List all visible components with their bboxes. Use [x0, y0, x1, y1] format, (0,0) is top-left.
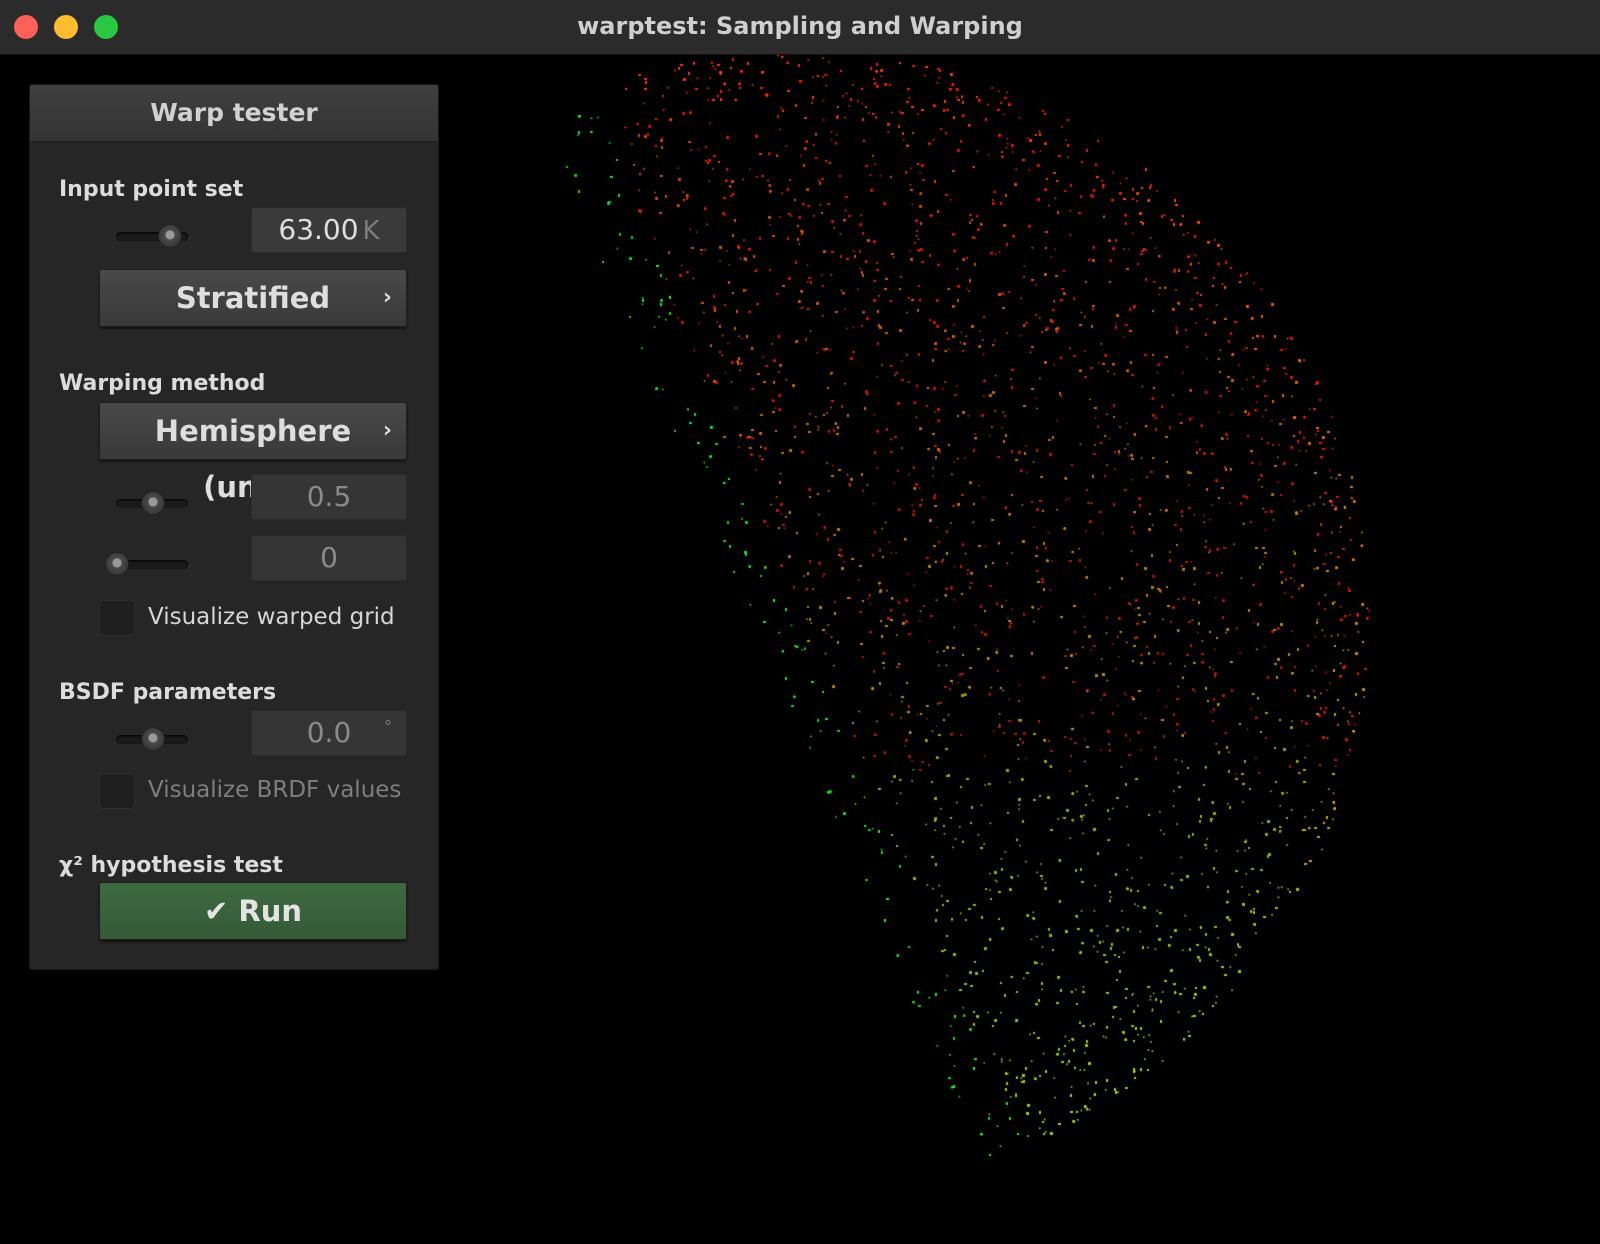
bsdf-angle-value: 0.0	[306, 716, 352, 749]
panel-title[interactable]: Warp tester	[30, 85, 438, 142]
slider-knob[interactable]	[141, 727, 165, 751]
title-bar[interactable]: warptest: Sampling and Warping	[0, 0, 1600, 55]
input-point-set-label: Input point set	[59, 177, 244, 202]
point-count-unit: K	[362, 216, 380, 246]
visualize-grid-checkbox[interactable]	[99, 600, 135, 636]
slider-knob[interactable]	[141, 491, 165, 515]
run-test-button[interactable]: ✔ Run	[99, 882, 407, 940]
maximize-window-button[interactable]	[94, 15, 118, 39]
chevron-right-icon: ›	[382, 285, 392, 310]
window-title: warptest: Sampling and Warping	[577, 12, 1023, 40]
warp-tester-panel: Warp tester Input point set 63.00 K Strat…	[29, 84, 439, 970]
run-label: Run	[238, 894, 303, 928]
chevron-right-icon: ›	[382, 418, 392, 443]
point-type-dropdown[interactable]: Stratified ›	[99, 269, 407, 327]
warp-param1-slider[interactable]	[116, 491, 188, 515]
visualize-grid-label: Visualize warped grid	[148, 604, 395, 630]
bsdf-parameters-label: BSDF parameters	[59, 680, 277, 705]
bsdf-angle-field[interactable]: 0.0 °	[251, 710, 407, 756]
warp-param2-value: 0	[320, 541, 338, 574]
warp-param1-field[interactable]: 0.5	[251, 474, 407, 520]
warp-param2-field[interactable]: 0	[251, 535, 407, 581]
slider-track	[116, 232, 188, 241]
bsdf-angle-slider[interactable]	[116, 727, 188, 751]
slider-knob[interactable]	[105, 552, 129, 576]
checkmark-icon: ✔	[203, 894, 229, 928]
bsdf-angle-unit: °	[384, 717, 392, 736]
point-count-slider[interactable]	[116, 224, 188, 248]
point-type-label: Stratified	[175, 281, 331, 315]
slider-track	[116, 560, 188, 569]
minimize-window-button[interactable]	[54, 15, 78, 39]
point-count-value: 63.00	[278, 213, 359, 246]
hypothesis-test-label: χ² hypothesis test	[59, 853, 283, 878]
warp-param1-value: 0.5	[306, 480, 352, 513]
close-window-button[interactable]	[14, 15, 38, 39]
slider-knob[interactable]	[158, 224, 182, 248]
warp-method-dropdown[interactable]: Hemisphere (unif.) ›	[99, 402, 407, 504]
visualize-brdf-checkbox[interactable]	[99, 773, 135, 809]
warp-param2-slider[interactable]	[105, 552, 188, 576]
visualize-brdf-label: Visualize BRDF values	[148, 777, 402, 803]
point-count-field[interactable]: 63.00 K	[251, 207, 407, 253]
warping-method-label: Warping method	[59, 371, 266, 396]
